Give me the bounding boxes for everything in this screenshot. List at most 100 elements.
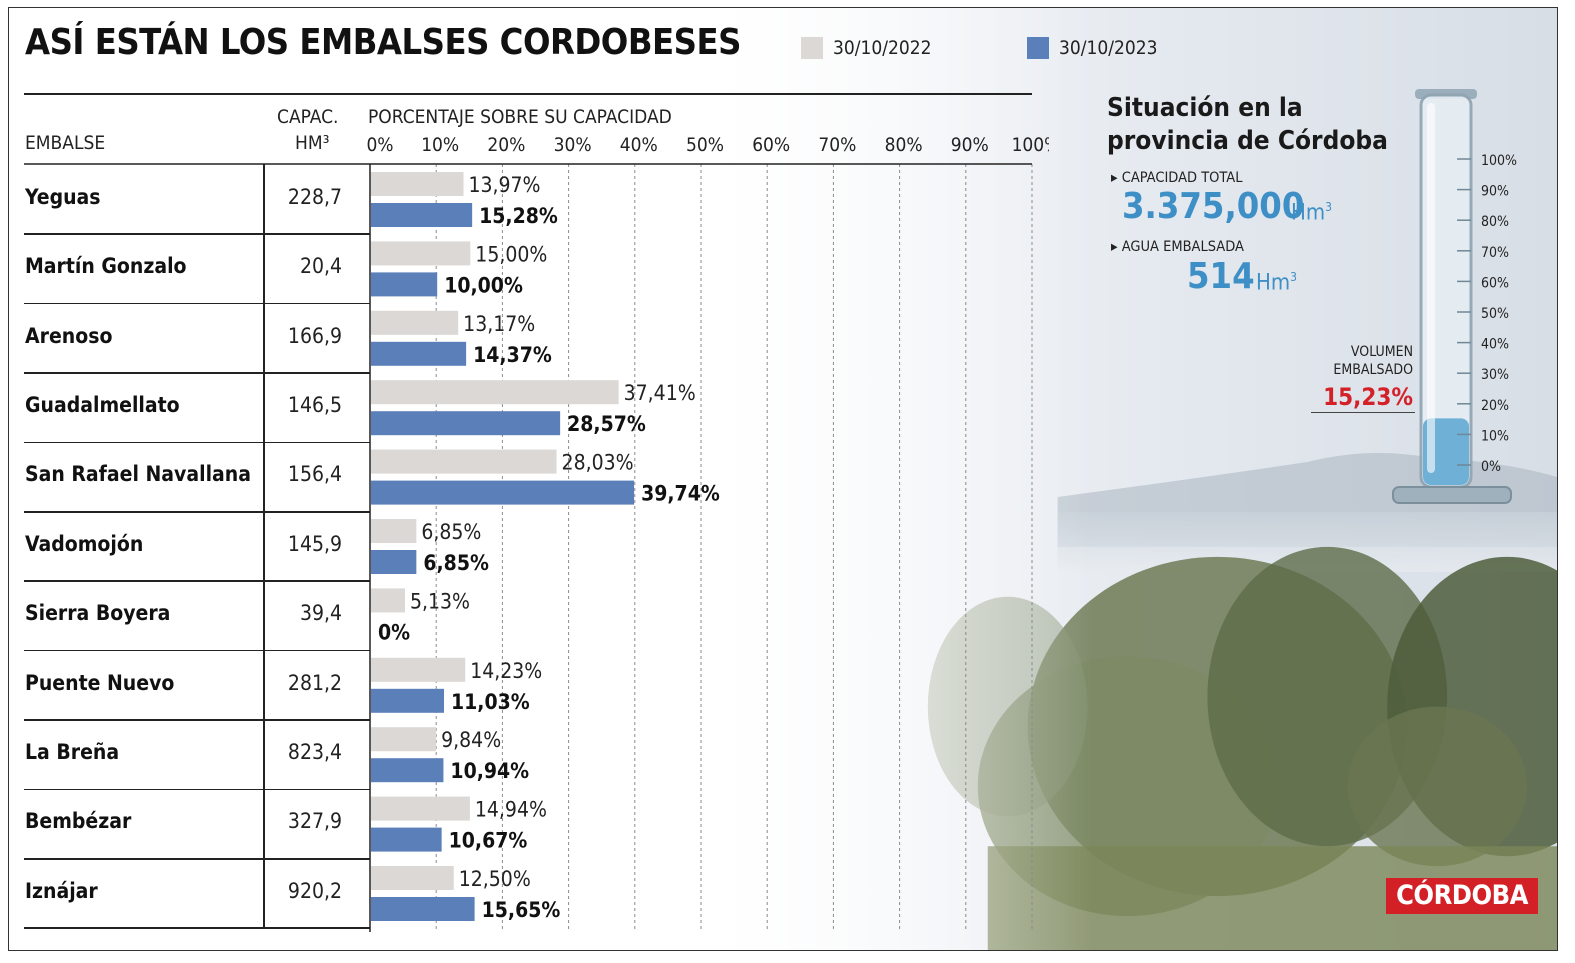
- gauge-tick-label: 70%: [1481, 245, 1509, 261]
- reservoir-name: Sierra Boyera: [25, 601, 171, 626]
- row-separator: [24, 788, 370, 791]
- gauge-tick-label: 80%: [1481, 214, 1509, 230]
- landscape-photo: [9, 8, 1557, 950]
- capacity-label-text: CAPACIDAD TOTAL: [1121, 170, 1243, 186]
- reservoir-name: Martín Gonzalo: [25, 254, 187, 279]
- bar-2023: [371, 272, 438, 297]
- reservoir-name: Puente Nuevo: [25, 670, 175, 695]
- stored-label-text: AGUA EMBALSADA: [1121, 239, 1244, 255]
- stored-unit-text: Hm: [1256, 270, 1291, 296]
- reservoir-capacity: 39,4: [299, 601, 342, 626]
- gauge-tick-label: 100%: [1481, 153, 1517, 169]
- province-title: Situación en la provincia de Córdoba: [1107, 92, 1388, 158]
- bar-label-2023: 28,57%: [567, 412, 646, 436]
- bar-label-2023: 10,00%: [444, 273, 523, 297]
- bar-label-2023: 0%: [378, 620, 410, 644]
- legend-swatch-2023: [1027, 37, 1049, 59]
- volume-percentage: 15,23%: [1323, 383, 1413, 411]
- gauge-tick-label: 50%: [1481, 306, 1509, 322]
- bar-label-2022: 6,85%: [421, 520, 481, 544]
- volume-underline: [1311, 412, 1415, 413]
- bar-2022: [371, 241, 471, 266]
- gauge-tick-label: 90%: [1481, 184, 1509, 200]
- bar-label-2022: 5,13%: [410, 589, 470, 613]
- gauge-tick-label: 10%: [1481, 428, 1509, 444]
- x-tick-label: 90%: [951, 134, 989, 156]
- bar-2022: [371, 796, 470, 821]
- bar-2022: [371, 866, 454, 890]
- x-tick-label: 70%: [818, 134, 856, 156]
- reservoir-capacity: 166,9: [287, 323, 342, 348]
- capacity-unit-text: Hm: [1291, 200, 1326, 226]
- x-tick-label: 20%: [487, 134, 525, 156]
- stored-unit-sup: 3: [1290, 270, 1298, 284]
- bar-label-2022: 12,50%: [459, 867, 531, 891]
- bar-2022: [371, 172, 464, 196]
- bar-2023: [371, 341, 467, 366]
- legend-swatch-2022: [801, 37, 823, 59]
- brand-logo: CÓRDOBA: [1386, 878, 1538, 914]
- header-top-rule: [24, 93, 1032, 95]
- infographic-title: ASÍ ESTÁN LOS EMBALSES CORDOBESES: [25, 22, 741, 63]
- col-header-capac: CAPAC.: [277, 106, 339, 128]
- tube-highlight: [1427, 103, 1435, 473]
- row-separator: [24, 858, 370, 860]
- reservoir-name: La Breña: [25, 739, 120, 764]
- bar-2023: [371, 688, 445, 713]
- x-tick-label: 10%: [421, 134, 459, 156]
- x-tick-label: 100%: [1012, 134, 1049, 156]
- bar-2023: [371, 897, 475, 921]
- row-separator: [24, 580, 370, 582]
- bar-2022: [371, 657, 466, 682]
- col-header-porcentaje: PORCENTAJE SOBRE SU CAPACIDAD: [368, 106, 672, 128]
- bar-2022: [371, 519, 417, 543]
- volume-label-line1: VOLUMEN: [1350, 344, 1413, 360]
- capacity-value: 3.375,000: [1122, 186, 1305, 227]
- legend-label-2022: 30/10/2022: [833, 37, 932, 59]
- reservoir-capacity: 327,9: [287, 809, 342, 834]
- gauge-tick-label: 60%: [1481, 275, 1509, 291]
- tube-base: [1392, 486, 1512, 504]
- bar-2022: [371, 380, 619, 405]
- reservoir-name: Vadomojón: [25, 531, 144, 556]
- bar-2022: [371, 727, 437, 752]
- bar-label-2022: 9,84%: [441, 728, 501, 752]
- reservoir-capacity: 823,4: [287, 739, 342, 764]
- capacity-label: ▸ CAPACIDAD TOTAL: [1111, 170, 1243, 186]
- row-separator: [24, 233, 370, 235]
- bar-2023: [371, 411, 561, 436]
- x-tick-label: 30%: [554, 134, 592, 156]
- row-separator: [24, 649, 370, 652]
- bar-label-2023: 15,28%: [479, 204, 558, 228]
- bar-2023: [371, 758, 444, 783]
- x-tick-label: 60%: [752, 134, 790, 156]
- bar-label-2023: 15,65%: [482, 898, 561, 922]
- bar-chart: 0% 10% 20% 30% 40% 50% 60% 70% 80% 90% 100% 13,97% 1…: [24, 134, 1049, 932]
- x-tick-label: 80%: [885, 134, 923, 156]
- bar-label-2023: 10,67%: [449, 829, 528, 853]
- bar-2023: [371, 480, 635, 505]
- test-tube-gauge: 100% 90% 80% 70% 60% 50% 40% 30% 20% 10% 0%: [1392, 89, 1517, 504]
- volume-label: VOLUMEN EMBALSADO: [1293, 343, 1413, 379]
- bar-label-2023: 10,94%: [450, 759, 529, 783]
- gauge-tick-label: 40%: [1481, 337, 1509, 353]
- col-header-capac-unit: HM³: [295, 132, 330, 154]
- bar-label-2022: 13,17%: [463, 312, 535, 336]
- bar-label-2023: 11,03%: [451, 690, 530, 714]
- reservoir-capacity: 281,2: [287, 670, 342, 695]
- province-title-line1: Situación en la: [1107, 93, 1303, 123]
- bar-label-2023: 14,37%: [473, 343, 552, 367]
- reservoir-name: Arenoso: [25, 323, 113, 348]
- row-separator: [24, 441, 370, 444]
- reservoir-name: Bembézar: [25, 809, 132, 834]
- capacity-unit: Hm3: [1291, 200, 1332, 225]
- bar-2022: [371, 588, 405, 613]
- bar-2023: [371, 827, 442, 852]
- reservoir-name: Yeguas: [25, 184, 101, 209]
- reservoir-name: San Rafael Navallana: [25, 462, 251, 487]
- reservoir-capacity: 156,4: [287, 462, 342, 487]
- bar-label-2023: 6,85%: [423, 551, 489, 575]
- row-separator: [24, 927, 370, 929]
- x-tick-label: 50%: [686, 134, 724, 156]
- bar-label-2022: 14,94%: [475, 798, 547, 822]
